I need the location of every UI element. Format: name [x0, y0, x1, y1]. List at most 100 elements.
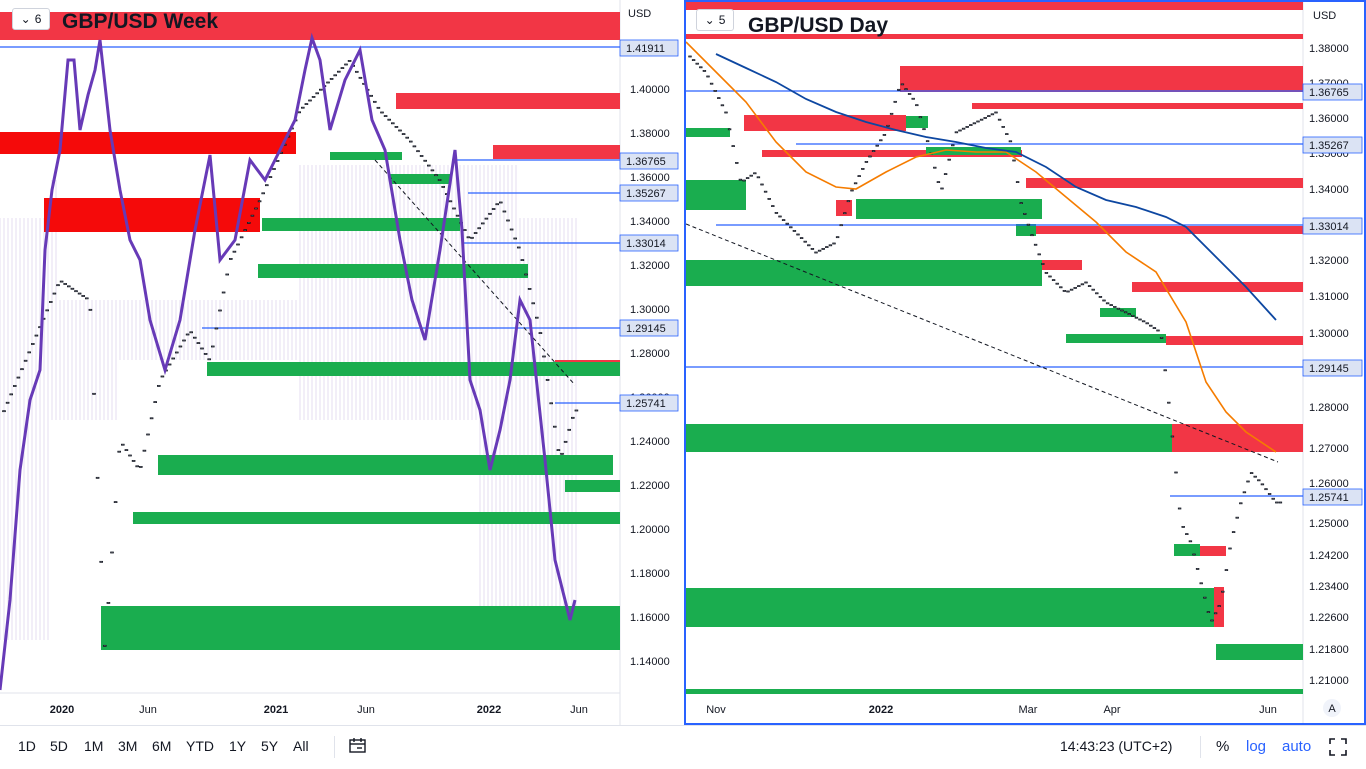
candle-body: [99, 560, 104, 563]
layout-number-left: 6: [34, 12, 42, 26]
y-tick-label: 1.30000: [1309, 328, 1349, 340]
candle-body: [70, 287, 75, 290]
timeframe-5y[interactable]: 5Y: [261, 738, 279, 754]
candle-body: [473, 232, 478, 234]
timeframe-5d[interactable]: 5D: [50, 738, 68, 754]
candle-body: [1091, 288, 1095, 291]
candle-body: [1156, 329, 1160, 332]
y-tick-label: 1.36000: [630, 172, 670, 184]
ema-fast-line: [685, 41, 1277, 453]
support-zone: [258, 264, 528, 278]
candle-body: [688, 55, 692, 58]
auto-scale-badge: [1323, 699, 1341, 717]
candle-body: [336, 70, 341, 73]
candle-body: [545, 378, 550, 381]
candle-body: [1073, 286, 1077, 289]
weekly-chart-canvas[interactable]: USD 1.40000 1.38000 1.36000 1.34000 1.32000 1.…: [0, 0, 680, 725]
candle-body: [272, 168, 276, 170]
timeframe-all[interactable]: All: [293, 738, 309, 754]
x-tick-label: Mar: [1019, 704, 1038, 716]
candle-body: [49, 301, 53, 303]
candle-body: [135, 465, 140, 468]
candle-body: [1224, 569, 1229, 571]
candle-body: [441, 185, 445, 188]
candle-body: [243, 229, 248, 232]
layout-badge-right[interactable]: ⌄ 5: [696, 9, 734, 31]
candle-body: [131, 459, 136, 462]
candle-body: [1188, 540, 1193, 543]
candle-body: [915, 104, 919, 107]
candle-body: [990, 113, 995, 116]
candle-body: [706, 75, 710, 78]
chevron-down-icon: ⌄: [20, 12, 31, 26]
candle-body: [1109, 304, 1113, 307]
candle-body: [480, 222, 485, 225]
candle-body: [542, 355, 546, 358]
candle-body: [531, 302, 535, 305]
weekly-chart-pane[interactable]: USD 1.40000 1.38000 1.36000 1.34000 1.32000 1.…: [0, 0, 680, 725]
candle-body: [95, 476, 100, 479]
support-zone: [926, 147, 1021, 155]
candle-body: [871, 150, 876, 153]
candle-body: [1123, 311, 1128, 314]
candle-body: [1152, 327, 1157, 330]
candle-body: [1051, 279, 1056, 282]
timeframe-1m[interactable]: 1M: [84, 738, 104, 754]
candle-body: [30, 343, 35, 345]
trendline: [685, 223, 1279, 463]
timeframe-3m[interactable]: 3M: [118, 738, 138, 754]
price-tag-box: [619, 184, 679, 202]
candle-body: [12, 385, 17, 387]
chevron-down-icon: ⌄: [704, 13, 715, 27]
price-tag-box: [619, 234, 679, 252]
candle-body: [1033, 243, 1038, 246]
indicator-line: [0, 32, 577, 691]
layout-badge-left[interactable]: ⌄ 6: [12, 8, 50, 30]
candle-body: [1048, 275, 1052, 278]
candle-body: [88, 308, 93, 311]
candle-body: [1134, 316, 1139, 319]
fullscreen-icon[interactable]: [1328, 737, 1348, 762]
candle-body: [538, 332, 543, 335]
percent-toggle[interactable]: %: [1216, 738, 1230, 755]
candle-body: [1026, 223, 1031, 226]
timeframe-1y[interactable]: 1Y: [229, 738, 247, 754]
timeframe-6m[interactable]: 6M: [152, 738, 172, 754]
support-zone: [390, 174, 450, 184]
candle-body: [799, 237, 804, 240]
price-tag-label: 1.25741: [1309, 492, 1349, 504]
log-toggle[interactable]: log: [1246, 738, 1267, 755]
candle-body: [771, 205, 775, 208]
clock-time[interactable]: 14:43:23 (UTC+2): [1060, 738, 1173, 754]
auto-toggle[interactable]: auto: [1282, 738, 1312, 755]
candle-body: [897, 88, 901, 91]
candle-body: [524, 273, 528, 276]
support-zone: [856, 199, 1042, 219]
candle-body: [987, 115, 991, 117]
timeframe-ytd[interactable]: YTD: [186, 738, 214, 754]
candles: [688, 55, 1283, 622]
candle-body: [470, 236, 474, 239]
candle-body: [318, 88, 323, 91]
candle-body: [124, 449, 129, 452]
candle-body: [1174, 471, 1178, 474]
daily-chart-canvas[interactable]: USD1.380001.370001.360001.350001.340001.…: [685, 2, 1364, 723]
support-zone: [1066, 334, 1166, 343]
daily-chart-pane[interactable]: USD1.380001.370001.360001.350001.340001.…: [684, 0, 1366, 725]
candle-body: [1257, 479, 1261, 482]
candle-body: [146, 433, 150, 436]
timeframe-1d[interactable]: 1D: [18, 738, 36, 754]
candle-body: [879, 139, 883, 142]
resistance-zone: [0, 132, 296, 154]
currency-label: USD: [628, 8, 651, 20]
resistance-zone: [1032, 226, 1303, 234]
chart-title-left: GBP/USD Week: [62, 10, 218, 33]
candle-body: [803, 240, 807, 243]
candle-body: [20, 368, 24, 371]
auto-scale-label: A: [1328, 703, 1336, 715]
candle-body: [1181, 526, 1185, 528]
y-tick-label: 1.34000: [630, 216, 670, 228]
date-range-icon[interactable]: [348, 736, 368, 761]
candle-body: [506, 219, 510, 222]
candle-body: [182, 339, 186, 342]
